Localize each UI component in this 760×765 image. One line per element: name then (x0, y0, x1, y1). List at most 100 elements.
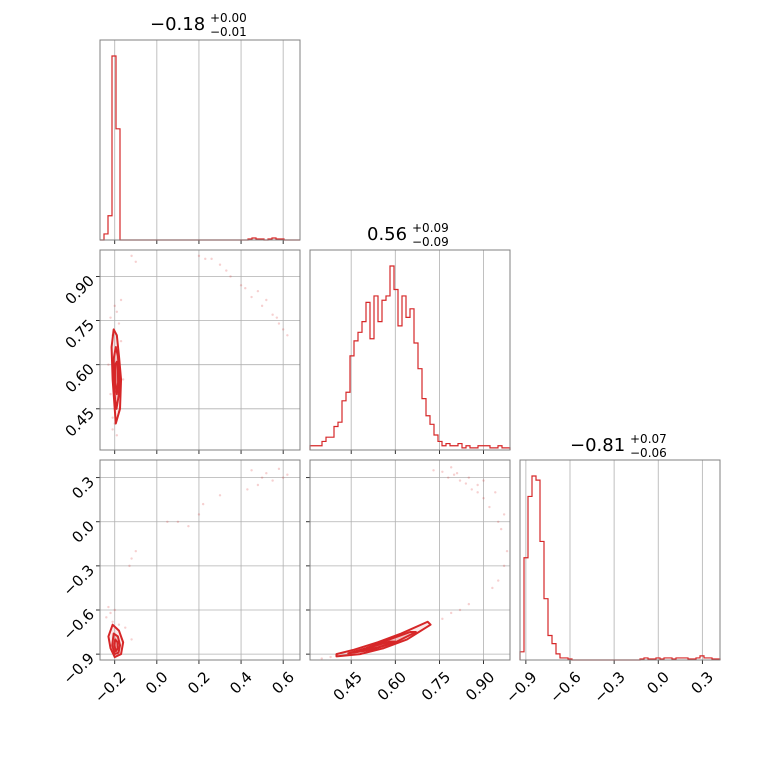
scatter-point-1-23 (124, 626, 127, 629)
xtick-p1-1: 0.60 (374, 668, 410, 704)
scatter-point-0-17 (225, 269, 228, 272)
scatter-point-0-8 (260, 304, 264, 308)
contour-2-2 (359, 640, 397, 653)
xtick-p2-3: 0.0 (643, 668, 673, 698)
scatter-point-0-19 (115, 310, 119, 313)
scatter-point-2-11 (499, 527, 503, 531)
scatter-point-2-10 (497, 520, 500, 523)
scatter-point-0-27 (115, 434, 119, 437)
title-2-minus: −0.06 (630, 446, 667, 460)
scatter-point-0-16 (244, 287, 247, 290)
scatter-point-1-6 (286, 473, 289, 476)
scatter-point-1-17 (128, 564, 131, 568)
scatter-point-1-21 (105, 616, 108, 619)
scatter-point-1-7 (256, 483, 260, 487)
scatter-point-2-15 (491, 586, 494, 590)
frame-2-1 (309, 459, 511, 661)
panels (96, 39, 721, 664)
scatter-point-1-0 (250, 469, 253, 472)
scatter-point-2-4 (458, 479, 462, 482)
scatter-point-2-24 (458, 608, 462, 612)
panel-1-1 (309, 249, 511, 454)
contour-0-1 (112, 346, 121, 410)
xtick-p2-0: −0.9 (502, 668, 540, 706)
xtick-p0-1: 0.0 (142, 668, 172, 698)
frame-1-0 (99, 249, 301, 451)
ytick-p2-4: 0.3 (68, 473, 98, 503)
scatter-point-1-11 (197, 513, 201, 516)
scatter-point-2-17 (449, 466, 453, 469)
title-1-minus: −0.09 (412, 235, 449, 249)
scatter-point-1-2 (265, 472, 268, 475)
scatter-point-1-18 (107, 605, 110, 609)
scatter-point-1-12 (176, 520, 180, 523)
scatter-point-0-18 (134, 260, 137, 263)
panel-0-0 (99, 39, 301, 244)
title-2-plus: +0.07 (630, 432, 667, 446)
scatter-point-0-7 (250, 295, 253, 299)
xtick-p1-2: 0.75 (418, 668, 454, 704)
xtick-p1-0: 0.45 (330, 668, 366, 704)
frame-0-0 (99, 39, 301, 241)
title-param-2: −0.81 (570, 435, 625, 456)
scatter-point-0-14 (265, 298, 268, 302)
scatter-point-2-21 (494, 491, 497, 494)
scatter-point-1-25 (111, 620, 114, 623)
scatter-point-1-16 (130, 557, 133, 560)
scatter-point-1-10 (201, 502, 205, 506)
scatter-point-2-2 (447, 476, 450, 479)
panel-2-1 (306, 459, 511, 664)
scatter-point-1-24 (130, 638, 133, 641)
scatter-point-0-11 (281, 328, 285, 331)
scatter-point-1-8 (246, 488, 249, 491)
ytick-p1-2: 0.75 (62, 316, 98, 352)
contour-2-1 (347, 631, 417, 655)
xtick-p2-2: −0.3 (590, 668, 628, 706)
scatter-point-2-23 (449, 611, 453, 615)
scatter-point-2-27 (329, 655, 332, 659)
scatter-point-2-13 (502, 564, 506, 568)
title-param-1: 0.56 (367, 224, 407, 245)
scatter-point-1-19 (109, 611, 112, 615)
xtick-p0-2: 0.2 (184, 668, 214, 698)
title-0-median: −0.18 (150, 14, 205, 35)
title-1-plus: +0.09 (412, 221, 449, 235)
panel-2-0 (96, 459, 301, 664)
ytick-p2-1: −0.6 (60, 605, 98, 643)
scatter-point-2-20 (482, 479, 485, 482)
scatter-point-2-9 (488, 505, 491, 509)
xtick-p1-3: 0.90 (462, 668, 498, 704)
scatter-point-2-19 (476, 483, 479, 487)
contour-2-0 (335, 620, 432, 658)
scatter-point-2-26 (441, 617, 444, 621)
ytick-p2-3: 0.0 (68, 517, 98, 547)
scatter-point-0-20 (113, 304, 116, 308)
frame-1-1 (309, 249, 511, 451)
scatter-point-2-28 (320, 657, 323, 660)
scatter-point-2-5 (464, 482, 468, 485)
scatter-point-0-22 (119, 298, 123, 302)
xtick-p2-4: 0.3 (688, 668, 718, 698)
scatter-point-2-16 (467, 476, 471, 479)
scatter-point-2-12 (505, 549, 509, 553)
xtick-p0-3: 0.4 (226, 668, 256, 698)
scatter-point-0-32 (107, 363, 110, 366)
scatter-point-2-14 (497, 579, 500, 582)
scatter-point-1-15 (134, 549, 137, 553)
xtick-p2-1: −0.6 (546, 668, 584, 706)
title-2-median: −0.81 (570, 435, 625, 456)
scatter-point-0-10 (277, 322, 281, 325)
title-0-plus: +0.00 (210, 11, 247, 25)
scatter-point-2-3 (452, 473, 456, 476)
panel-1-0 (96, 249, 301, 454)
scatter-point-0-23 (117, 322, 121, 325)
ytick-p1-3: 0.90 (62, 272, 98, 308)
scatter-point-2-7 (476, 491, 479, 494)
scatter-point-0-0 (130, 254, 133, 258)
ytick-p2-2: −0.3 (60, 561, 98, 599)
scatter-point-0-36 (111, 416, 114, 419)
scatter-point-1-9 (218, 494, 222, 497)
scatter-point-2-8 (482, 497, 485, 500)
